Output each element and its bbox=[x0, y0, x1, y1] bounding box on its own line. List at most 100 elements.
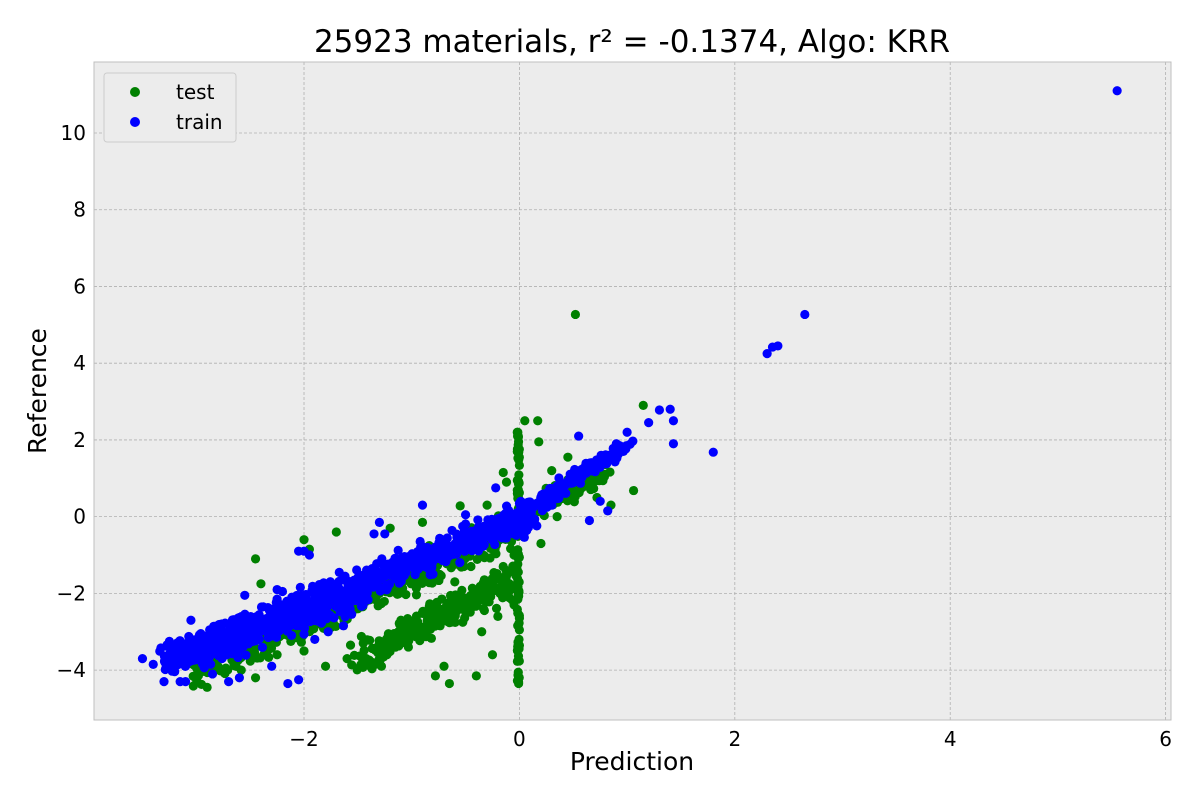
train-point bbox=[393, 545, 403, 555]
train-point bbox=[460, 546, 470, 556]
train-point bbox=[354, 573, 364, 583]
train-point bbox=[574, 431, 584, 441]
test-point bbox=[498, 467, 508, 478]
train-point bbox=[224, 677, 234, 687]
test-point bbox=[444, 678, 455, 689]
train-point bbox=[184, 631, 194, 642]
train-point bbox=[422, 556, 432, 566]
train-point bbox=[269, 617, 280, 627]
test-point bbox=[489, 584, 499, 594]
train-point bbox=[236, 625, 246, 635]
train-point bbox=[369, 567, 379, 577]
test-point bbox=[320, 661, 331, 671]
train-point bbox=[299, 546, 309, 556]
train-point bbox=[345, 598, 355, 608]
test-point bbox=[503, 567, 513, 577]
test-point bbox=[446, 606, 456, 616]
train-point bbox=[295, 619, 305, 629]
test-point bbox=[331, 527, 341, 537]
legend-marker-train bbox=[130, 117, 140, 127]
test-point bbox=[479, 553, 490, 563]
test-point bbox=[536, 538, 546, 549]
train-point bbox=[213, 650, 223, 661]
test-point bbox=[570, 309, 581, 320]
train-point bbox=[323, 627, 333, 637]
test-point bbox=[430, 671, 441, 681]
test-point bbox=[628, 485, 639, 496]
tick-labels: −2 0 2 4 6 −4 −2 0 2 4 6 8 10 bbox=[57, 121, 1172, 751]
train-point bbox=[338, 621, 349, 631]
y-tick-label: 6 bbox=[73, 274, 86, 298]
test-point bbox=[498, 584, 508, 594]
test-point bbox=[417, 517, 428, 528]
train-point bbox=[240, 590, 250, 600]
train-point bbox=[233, 613, 243, 623]
test-point bbox=[299, 535, 309, 545]
test-point bbox=[374, 657, 385, 668]
y-tick-label: 0 bbox=[73, 505, 86, 529]
train-point bbox=[383, 565, 393, 575]
train-point bbox=[171, 653, 181, 663]
train-point bbox=[199, 663, 209, 673]
y-tick-label: 2 bbox=[73, 428, 86, 452]
test-point bbox=[513, 567, 523, 577]
test-point bbox=[356, 651, 366, 662]
y-tick-label: 4 bbox=[73, 351, 86, 375]
chart-title: 25923 materials, r² = -0.1374, Algo: KRR bbox=[314, 24, 950, 60]
train-point bbox=[611, 439, 621, 449]
test-point bbox=[370, 643, 381, 653]
test-point bbox=[482, 500, 492, 510]
test-point bbox=[513, 670, 523, 680]
test-point bbox=[373, 601, 383, 611]
y-axis-label: Reference bbox=[23, 328, 52, 454]
train-point bbox=[394, 578, 404, 588]
test-point bbox=[434, 569, 445, 579]
test-point bbox=[457, 595, 467, 606]
test-point bbox=[513, 639, 523, 650]
train-point bbox=[137, 654, 148, 664]
train-point bbox=[519, 532, 529, 542]
train-point bbox=[162, 658, 172, 668]
test-point bbox=[513, 589, 523, 599]
train-point bbox=[522, 507, 532, 517]
train-point bbox=[417, 500, 428, 510]
test-point bbox=[513, 620, 523, 631]
train-point bbox=[331, 597, 341, 607]
test-point bbox=[347, 660, 357, 670]
train-point bbox=[455, 557, 465, 568]
test-point bbox=[598, 475, 608, 486]
train-point bbox=[217, 633, 227, 644]
train-point bbox=[334, 567, 344, 577]
train-point bbox=[369, 529, 379, 539]
train-point bbox=[603, 506, 613, 516]
test-point bbox=[552, 512, 562, 522]
train-point bbox=[203, 653, 214, 663]
x-tick-label: 4 bbox=[944, 727, 957, 751]
train-point bbox=[155, 646, 165, 656]
train-point bbox=[773, 341, 783, 351]
train-point bbox=[246, 611, 256, 622]
test-point bbox=[605, 467, 615, 477]
test-point bbox=[406, 579, 416, 589]
x-tick-label: −2 bbox=[289, 727, 318, 751]
train-point bbox=[335, 607, 345, 617]
test-point bbox=[509, 600, 519, 610]
test-point bbox=[513, 440, 523, 450]
test-point bbox=[514, 470, 524, 480]
train-point bbox=[441, 557, 451, 567]
train-point bbox=[374, 517, 385, 528]
legend-marker-test bbox=[130, 87, 140, 97]
train-point bbox=[514, 498, 525, 508]
train-point bbox=[460, 519, 471, 529]
test-point bbox=[213, 661, 223, 671]
train-point bbox=[554, 473, 564, 483]
train-point bbox=[504, 526, 515, 536]
train-point bbox=[267, 661, 277, 671]
test-point bbox=[472, 588, 482, 598]
test-point bbox=[439, 661, 449, 671]
y-tick-label: −2 bbox=[57, 581, 86, 605]
train-point bbox=[554, 493, 564, 503]
test-point bbox=[220, 668, 230, 679]
train-point bbox=[409, 563, 419, 573]
train-point bbox=[167, 643, 178, 653]
